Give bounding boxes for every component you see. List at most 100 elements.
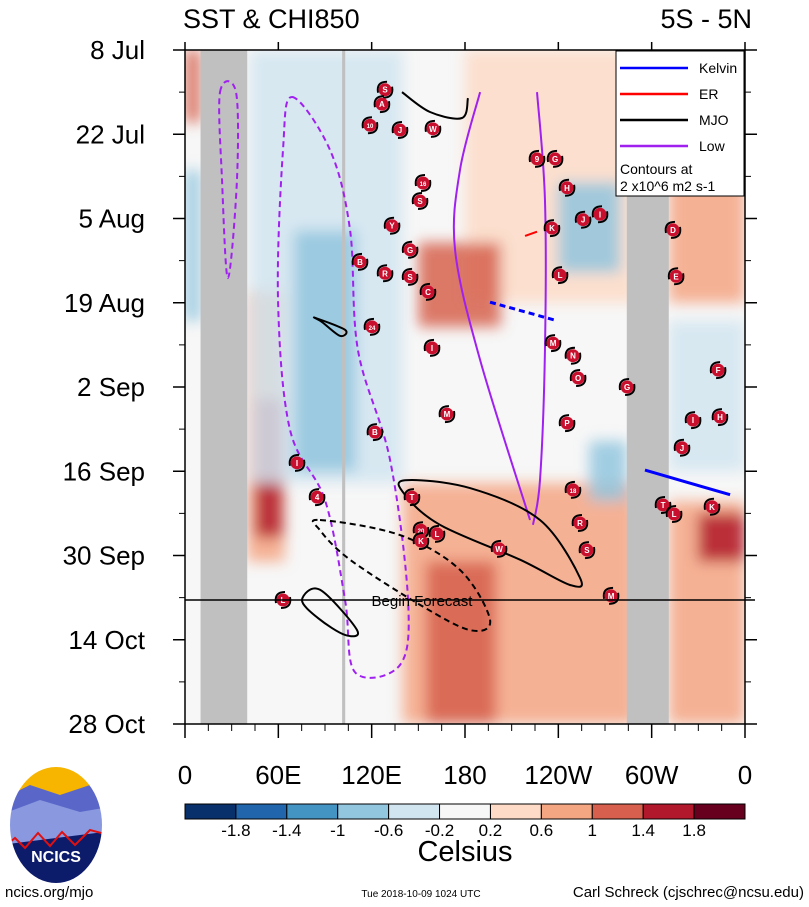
- cyclone-swirl-icon: [558, 414, 576, 433]
- x-tick-label: 60W: [625, 760, 679, 790]
- cyclone-dot: [365, 320, 379, 334]
- tropical-cyclone-marker: J: [391, 121, 409, 140]
- colorbar-label: Celsius: [417, 836, 512, 868]
- cyclone-label: M: [550, 339, 557, 348]
- legend-label-kelvin: Kelvin: [699, 60, 737, 76]
- y-tick-label: 30 Sep: [63, 541, 145, 571]
- cyclone-swirl-icon: [411, 192, 429, 211]
- y-tick-label: 2 Sep: [77, 372, 145, 402]
- cyclone-label: K: [549, 224, 555, 233]
- tropical-cyclone-marker: J: [673, 438, 691, 457]
- cyclone-dot: [560, 181, 574, 195]
- cyclone-swirl-icon: [366, 423, 384, 442]
- cyclone-dot: [546, 336, 560, 350]
- x-tick-label: 0: [178, 760, 192, 790]
- cyclone-swirl-icon: [711, 408, 729, 427]
- colorbar-tick-label: -1: [330, 821, 345, 840]
- tropical-cyclone-marker: S: [578, 541, 596, 560]
- cyclone-dot: [666, 223, 680, 237]
- legend-label-low: Low: [699, 138, 726, 154]
- cyclone-swirl-icon: [403, 488, 421, 507]
- cyclone-swirl-icon: [602, 586, 620, 605]
- colorbar-tick-label: 1.4: [631, 821, 655, 840]
- cyclone-swirl-icon: [528, 149, 546, 168]
- cyclone-swirl-icon: [664, 220, 682, 239]
- cyclone-dot: [566, 483, 580, 497]
- colorbar-swatch: [642, 803, 695, 820]
- cyclone-label: 4: [315, 493, 320, 502]
- cyclone-swirl-icon: [438, 405, 456, 424]
- sst-anomaly-patch: [185, 170, 201, 321]
- cyclone-label: W: [429, 125, 437, 134]
- cyclone-swirl-icon: [544, 334, 562, 353]
- cyclone-dot: [425, 341, 439, 355]
- cyclone-swirl-icon: [569, 368, 587, 387]
- cyclone-dot: [378, 83, 392, 97]
- cyclone-swirl-icon: [558, 178, 576, 197]
- tropical-cyclone-marker: T: [654, 495, 672, 514]
- cyclone-swirl-icon: [373, 95, 391, 114]
- tropical-cyclone-marker: K: [543, 219, 561, 238]
- cyclone-label: 16: [420, 182, 427, 188]
- sst-anomaly-patch: [293, 230, 357, 472]
- cyclone-dot: [713, 410, 727, 424]
- cyclone-swirl-icon: [564, 480, 582, 499]
- tropical-cyclone-marker: S: [401, 267, 419, 286]
- mjo-contour: [311, 518, 492, 632]
- y-tick-label: 28 Oct: [68, 709, 145, 739]
- y-tick-label: 8 Jul: [90, 35, 145, 65]
- tropical-cyclone-marker: I: [591, 205, 609, 224]
- cyclone-dot: [353, 255, 367, 269]
- tropical-cyclone-marker: G: [546, 149, 564, 168]
- tropical-cyclone-marker: W: [490, 539, 508, 558]
- colorbar-swatch: [591, 803, 644, 820]
- cyclone-swirl-icon: [391, 121, 409, 140]
- cyclone-label: S: [584, 546, 590, 555]
- sst-anomaly-patch: [185, 50, 201, 123]
- cyclone-label: E: [673, 272, 679, 281]
- cyclone-label: G: [407, 246, 413, 255]
- cyclone-dot: [426, 122, 440, 136]
- cyclone-label: I: [599, 210, 601, 219]
- y-tick-label: 19 Aug: [64, 288, 145, 318]
- cyclone-label: L: [558, 271, 563, 280]
- cyclone-label: 10: [367, 124, 374, 130]
- cyclone-swirl-icon: [618, 378, 636, 396]
- tropical-cyclone-marker: 24: [363, 317, 381, 336]
- er-contour: [524, 230, 538, 237]
- tropical-cyclone-marker: D: [664, 220, 682, 239]
- cyclone-label: S: [417, 197, 423, 206]
- y-tick-label: 22 Jul: [76, 119, 145, 149]
- tropical-cyclone-marker: A: [373, 95, 391, 114]
- legend-note-line2: 2 x10^6 m2 s-1: [620, 178, 715, 194]
- tropical-cyclone-marker: B: [351, 252, 369, 271]
- cyclone-label: L: [672, 510, 677, 519]
- cyclone-dot: [368, 425, 382, 439]
- cyclone-dot: [414, 534, 428, 548]
- kelvin-contour: [644, 468, 731, 497]
- cyclone-dot: [593, 207, 607, 221]
- cyclone-dot: [530, 152, 544, 166]
- cyclone-dot: [421, 285, 435, 299]
- colorbar-tick-label: 1: [588, 821, 597, 840]
- cyclone-dot: [686, 413, 700, 427]
- colorbar-swatch: [337, 803, 390, 820]
- cyclone-label: R: [577, 519, 583, 528]
- tropical-cyclone-marker: M: [544, 334, 562, 353]
- tropical-cyclone-marker: J: [574, 210, 592, 229]
- mjo-contour: [300, 587, 359, 638]
- cyclone-swirl-icon: [414, 173, 432, 192]
- tropical-cyclone-marker: 4: [308, 488, 326, 507]
- tropical-cyclone-marker: T: [403, 488, 421, 507]
- cyclone-swirl-icon: [428, 524, 446, 543]
- y-tick-label: 14 Oct: [68, 625, 145, 655]
- cyclone-swirl-icon: [703, 497, 721, 516]
- cyclone-swirl-icon: [571, 514, 589, 533]
- cyclone-label: B: [357, 258, 363, 267]
- logo-text: NCICS: [31, 849, 81, 866]
- cyclone-label: I: [692, 416, 694, 425]
- colorbar-swatch: [439, 803, 491, 820]
- cyclone-dot: [667, 507, 681, 521]
- tropical-cyclone-marker: W: [424, 119, 442, 138]
- cyclone-label: O: [575, 374, 581, 383]
